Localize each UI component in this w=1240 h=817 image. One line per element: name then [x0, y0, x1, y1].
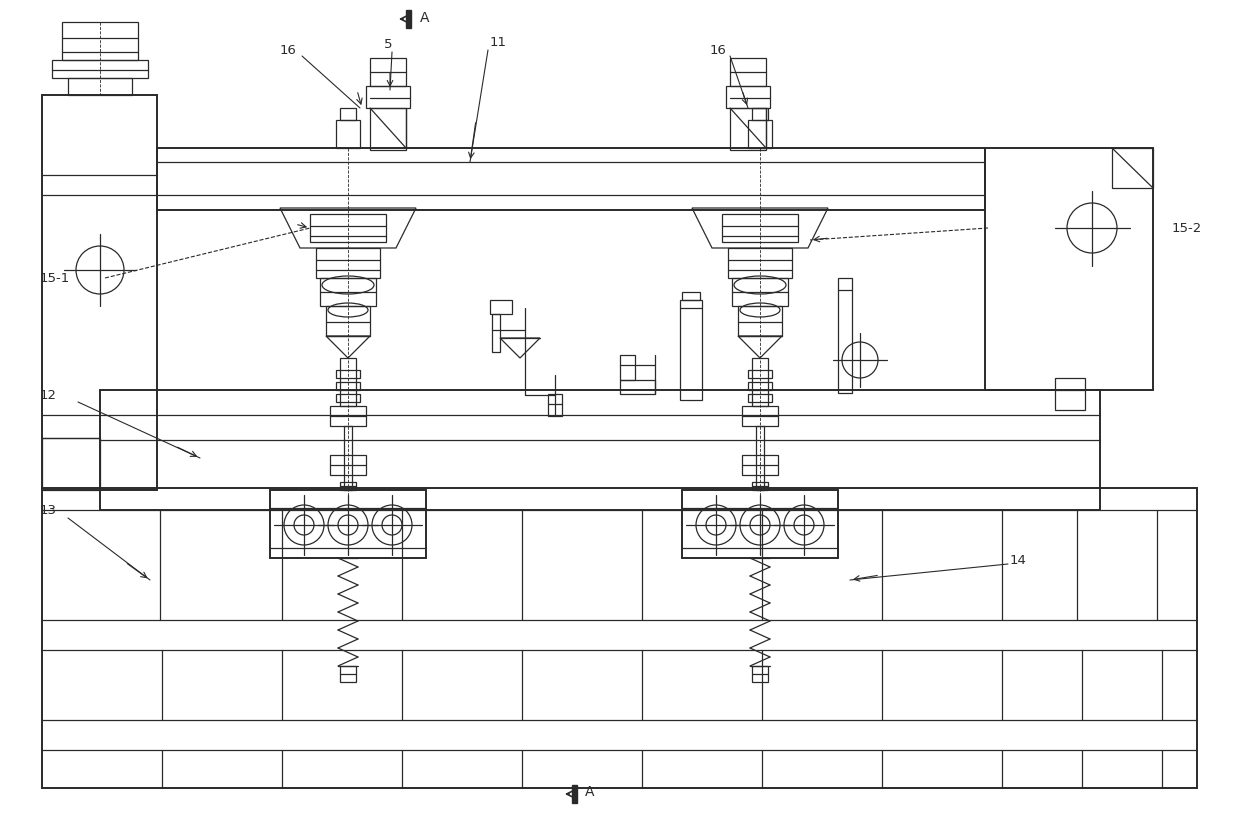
Bar [620, 380, 655, 394]
Bar [751, 358, 768, 406]
Bar [270, 490, 427, 558]
Bar [742, 455, 777, 475]
Bar [62, 22, 138, 60]
Text: A: A [420, 11, 430, 25]
Text: 15-1: 15-1 [40, 271, 71, 284]
Bar [722, 214, 799, 242]
Bar [751, 482, 768, 490]
Text: 16: 16 [279, 43, 296, 56]
Bar [405, 10, 410, 28]
Bar [748, 382, 773, 390]
Bar [157, 148, 985, 210]
Bar [748, 120, 773, 148]
Text: 16: 16 [709, 43, 727, 56]
Bar [340, 666, 356, 682]
Bar [343, 426, 352, 490]
Bar [100, 390, 1100, 510]
Bar [725, 86, 770, 108]
Text: 15-2: 15-2 [1172, 221, 1202, 234]
Bar [738, 306, 782, 336]
Bar [742, 406, 777, 426]
Bar [728, 248, 792, 278]
Bar [730, 108, 766, 150]
Text: A: A [585, 785, 595, 799]
Bar [985, 148, 1153, 390]
Bar [68, 78, 131, 95]
Bar [42, 488, 1197, 788]
Text: 11: 11 [490, 35, 506, 48]
Bar [340, 482, 356, 490]
Bar [340, 358, 356, 406]
Bar [756, 426, 764, 490]
Bar [330, 455, 366, 475]
Bar [680, 300, 702, 400]
Bar [42, 95, 157, 490]
Bar [748, 394, 773, 402]
Bar [42, 438, 100, 490]
Text: 14: 14 [1011, 553, 1027, 566]
Bar [366, 86, 410, 108]
Bar [751, 666, 768, 682]
Bar [838, 278, 852, 393]
Bar [336, 370, 360, 378]
Bar [336, 382, 360, 390]
Bar [330, 406, 366, 426]
Bar [52, 60, 148, 78]
Bar [326, 306, 370, 336]
Bar [336, 120, 360, 148]
Bar [732, 278, 787, 306]
Bar [490, 300, 512, 314]
Bar [320, 278, 376, 306]
Bar [620, 355, 635, 380]
Bar [682, 292, 701, 300]
Bar [492, 314, 500, 352]
Text: 13: 13 [40, 503, 57, 516]
Bar [1055, 378, 1085, 410]
Text: 5: 5 [383, 38, 392, 51]
Bar [336, 394, 360, 402]
Bar [682, 490, 838, 558]
Bar [370, 108, 405, 150]
Bar [730, 58, 766, 86]
Bar [340, 108, 356, 120]
Bar [310, 214, 386, 242]
Text: 12: 12 [40, 389, 57, 401]
Bar [548, 394, 562, 416]
Bar [572, 785, 577, 803]
Bar [751, 108, 768, 120]
Bar [370, 58, 405, 86]
Bar [316, 248, 379, 278]
Bar [748, 370, 773, 378]
